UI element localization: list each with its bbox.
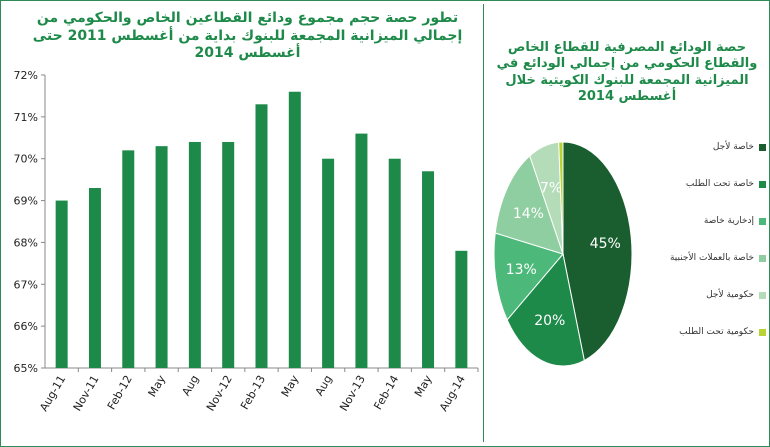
legend-label: خاصة تحت الطلب [685, 179, 754, 189]
x-tick-label: Nov-13 [337, 373, 368, 413]
bar [188, 141, 201, 368]
bar [222, 141, 235, 368]
pie-slice [558, 141, 564, 255]
pie-slice-label: 14% [513, 206, 544, 222]
legend-swatch [759, 254, 766, 262]
pie-slice [506, 252, 585, 367]
bar [422, 171, 435, 368]
pie-slice [562, 141, 633, 362]
pie-slice-label: 13% [506, 262, 537, 278]
pie-slice [494, 154, 564, 255]
legend-item: حكومية تحت الطلب [679, 327, 766, 337]
legend-label: حكومية تحت الطلب [679, 327, 754, 337]
legend-swatch [759, 143, 766, 151]
x-tick-label: Feb-14 [371, 373, 401, 412]
bar-chart: 65%66%67%68%69%70%71%72%Aug-11 Nov-11 Feb-… [14, 69, 479, 414]
pie-chart: 45% 20% 13% 14% 7% [493, 141, 633, 367]
y-tick-label: 70% [14, 153, 38, 166]
x-tick-label: May [412, 373, 435, 400]
legend-label: إدخارية خاصة [703, 216, 754, 226]
bar [288, 91, 301, 368]
pie-slice-label: 20% [534, 313, 565, 329]
panel-divider [483, 4, 484, 442]
bar [155, 146, 168, 368]
x-tick-label: May [146, 373, 169, 400]
y-tick-label: 67% [14, 278, 38, 291]
x-tick-label: Aug-14 [437, 373, 468, 414]
y-tick-label: 71% [14, 111, 38, 124]
pie-slice [493, 232, 564, 321]
x-tick-label: Aug [313, 373, 335, 398]
bar [355, 133, 368, 368]
y-tick-label: 68% [14, 236, 38, 249]
legend-item: إدخارية خاصة [704, 216, 766, 226]
bar-chart-title: تطور حصة حجم مجموع ودائع القطاعين الخاص … [32, 10, 463, 61]
legend-swatch [759, 217, 766, 225]
legend-item: خاصة لأجل [713, 142, 766, 152]
legend-swatch [759, 180, 766, 188]
legend-label: خاصة بالعملات الأجنبية [669, 253, 754, 263]
bar [322, 158, 335, 368]
x-tick-label: Nov-11 [71, 373, 102, 413]
pie-slice-label: 45% [590, 236, 621, 252]
legend-item: خاصة تحت الطلب [686, 179, 766, 189]
pie-slice-label: 7% [540, 180, 562, 196]
x-tick-label: Nov-12 [204, 373, 235, 413]
x-tick-label: Aug-11 [37, 373, 68, 414]
pie-chart-title: حصة الودائع المصرفية للقطاع الخاص والقطا… [496, 40, 758, 104]
legend-label: حكومية لأجل [706, 290, 754, 300]
legend-swatch [759, 291, 766, 299]
legend-swatch [759, 328, 766, 336]
y-tick-label: 65% [14, 362, 38, 375]
legend-item: حكومية لأجل [706, 290, 766, 300]
bar [122, 150, 135, 368]
x-tick-label: Aug [179, 373, 201, 398]
legend-label: خاصة لأجل [712, 142, 754, 152]
x-tick-label: Feb-13 [238, 373, 268, 412]
x-tick-label: Feb-12 [105, 373, 135, 412]
y-tick-label: 66% [14, 320, 38, 333]
bar [455, 250, 468, 368]
y-tick-label: 72% [14, 69, 38, 82]
bar [55, 200, 68, 368]
y-tick-label: 69% [14, 195, 38, 208]
legend-item: خاصة بالعملات الأجنبية [670, 253, 766, 263]
bar [255, 104, 268, 369]
bar [88, 188, 101, 368]
bar [388, 158, 401, 368]
x-tick-label: May [279, 373, 302, 400]
